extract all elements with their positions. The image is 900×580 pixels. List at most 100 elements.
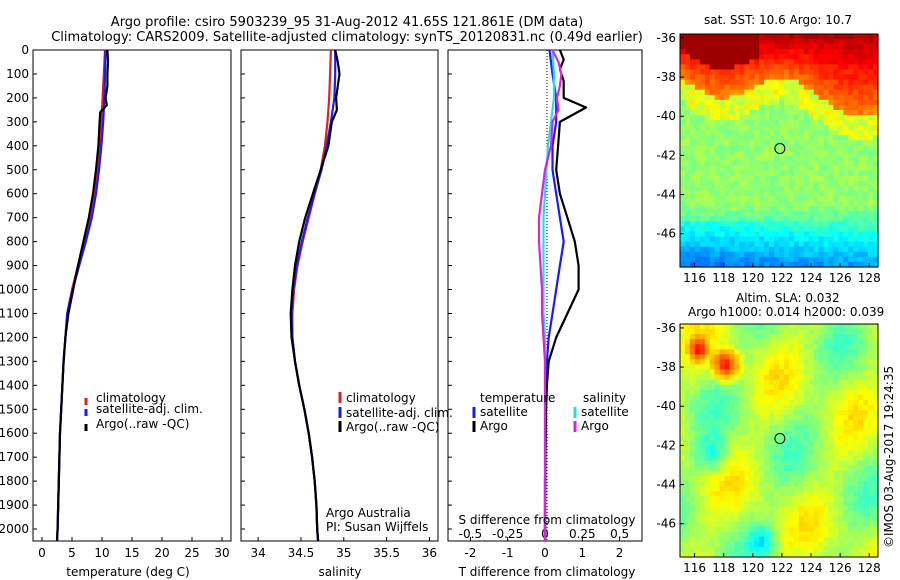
sla-cell [863, 445, 869, 452]
sst-cell [754, 216, 760, 223]
sla-cell [783, 450, 790, 457]
sst-cell [774, 104, 780, 111]
sla-cell [798, 394, 805, 401]
sst-cell [798, 79, 805, 86]
sla-cell [729, 334, 736, 340]
sst-cell [838, 130, 844, 136]
sst-cell [744, 160, 750, 167]
sla-cell [684, 379, 691, 386]
sla-cell [769, 536, 775, 543]
sla-cell [818, 410, 825, 416]
sla-cell [868, 541, 874, 548]
sla-cell [709, 369, 716, 376]
sla-cell [719, 364, 726, 371]
x-tick-label: 36 [422, 546, 437, 560]
sla-cell [714, 460, 721, 467]
sst-cell [798, 59, 805, 65]
sst-cell [868, 206, 874, 212]
sst-cell [689, 191, 696, 197]
sla-cell [788, 329, 795, 335]
sla-cell [793, 546, 800, 553]
sla-cell [744, 506, 750, 513]
sst-cell [863, 115, 869, 121]
sla-cell [724, 455, 731, 462]
sla-cell [680, 521, 686, 528]
sla-cell [774, 379, 780, 386]
sst-cell [843, 206, 849, 212]
title-line-2: Climatology: CARS2009. Satellite-adjuste… [51, 30, 643, 45]
sst-cell [764, 59, 770, 65]
sla-cell [689, 551, 696, 558]
sla-cell [873, 339, 879, 345]
sla-cell [808, 526, 815, 533]
sla-cell [680, 435, 686, 442]
sst-cell [769, 69, 775, 76]
sla-cell [759, 460, 765, 467]
sst-cell [813, 261, 820, 268]
sst-cell [729, 216, 736, 223]
sst-cell [759, 130, 765, 136]
sla-cell [788, 481, 795, 487]
sla-cell [838, 460, 844, 467]
sla-cell [838, 364, 844, 371]
sla-cell [813, 445, 820, 452]
sla-cell [858, 374, 864, 381]
sla-cell [769, 364, 775, 371]
y-tick-label: 0 [21, 43, 29, 57]
sla-cell [813, 516, 820, 523]
sla-cell [709, 334, 716, 340]
sla-cell [719, 339, 726, 345]
sst-cell [764, 226, 770, 233]
sst-cell [739, 94, 745, 101]
sla-cell [734, 496, 740, 502]
sst-cell [798, 206, 805, 212]
map-y-tick-label: -42 [656, 438, 676, 452]
sla-cell [769, 339, 775, 345]
sst-cell [873, 221, 879, 228]
sst-cell [739, 115, 745, 121]
sla-cell [788, 445, 795, 452]
sla-cell [868, 475, 874, 482]
sst-cell [808, 115, 815, 121]
sst-cell [853, 170, 859, 177]
sst-cell [828, 130, 835, 136]
sla-cell [719, 359, 726, 366]
sla-cell [734, 334, 740, 340]
sla-cell [848, 486, 854, 492]
sst-cell [734, 236, 740, 243]
sla-cell [719, 470, 726, 477]
sla-cell [783, 521, 790, 528]
sst-cell [704, 226, 711, 233]
difference-legend: temperature satellite Argo salinity sate… [472, 391, 629, 433]
sst-cell [729, 175, 736, 182]
sst-cell [818, 261, 825, 268]
x-tick-label: 2 [616, 546, 624, 560]
sla-cell [759, 455, 765, 462]
sst-cell [769, 155, 775, 162]
sst-cell [818, 64, 825, 71]
sst-cell [823, 251, 830, 258]
map-y-tick-label: -40 [656, 109, 676, 123]
sst-cell [833, 99, 839, 106]
sla-cell [759, 410, 765, 416]
sst-cell [843, 64, 849, 71]
sst-cell [734, 125, 740, 131]
sla-cell [838, 359, 844, 366]
sla-cell [759, 496, 765, 502]
sst-cell [793, 256, 800, 263]
sst-cell [749, 79, 755, 86]
sla-cell [828, 541, 835, 548]
sst-cell [699, 59, 706, 65]
sst-cell [783, 94, 790, 101]
sst-cell [848, 185, 854, 192]
sla-cell [858, 415, 864, 421]
sst-cell [833, 180, 839, 187]
sst-cell [709, 49, 716, 55]
sst-cell [744, 201, 750, 207]
sla-cell [774, 551, 780, 558]
sla-cell [680, 551, 686, 558]
sst-cell [793, 34, 800, 40]
sla-cell [764, 410, 770, 416]
sst-cell [694, 64, 701, 71]
sst-cell [724, 74, 731, 81]
